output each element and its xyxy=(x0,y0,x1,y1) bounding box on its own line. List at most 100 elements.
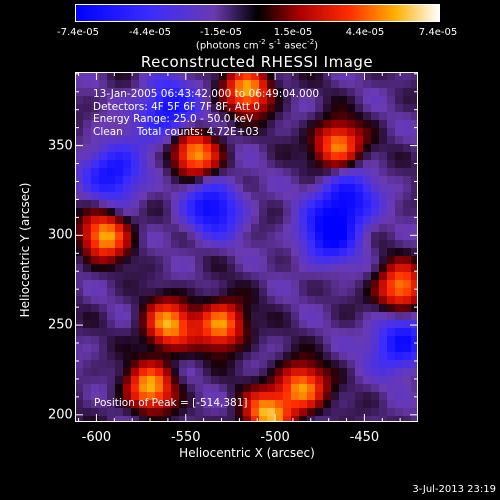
heatmap-cell xyxy=(315,216,324,225)
heatmap-cell xyxy=(155,112,164,121)
heatmap-cell xyxy=(99,392,108,401)
heatmap-cell xyxy=(147,352,156,361)
heatmap-cell xyxy=(179,272,188,281)
heatmap-cell xyxy=(99,72,108,81)
heatmap-cell xyxy=(355,88,364,97)
heatmap-cell xyxy=(331,240,340,249)
heatmap-cell xyxy=(363,232,372,241)
heatmap-cell xyxy=(395,312,404,321)
heatmap-cell xyxy=(267,272,276,281)
heatmap-cell xyxy=(75,384,84,393)
heatmap-cell xyxy=(163,400,172,409)
heatmap-cell xyxy=(139,360,148,369)
heatmap-cell xyxy=(107,160,116,169)
heatmap-cell xyxy=(379,368,388,377)
heatmap-cell xyxy=(91,112,100,121)
heatmap-cell xyxy=(387,136,396,145)
heatmap-cell xyxy=(251,128,260,137)
heatmap-cell xyxy=(99,384,108,393)
heatmap-cell xyxy=(187,240,196,249)
heatmap-cell xyxy=(83,304,92,313)
heatmap-cell xyxy=(291,296,300,305)
heatmap-cell xyxy=(99,416,108,422)
heatmap-cell xyxy=(83,144,92,153)
heatmap-cell xyxy=(347,88,356,97)
heatmap-cell xyxy=(267,168,276,177)
heatmap-cell xyxy=(75,152,84,161)
heatmap-cell xyxy=(291,416,300,422)
heatmap-cell xyxy=(323,288,332,297)
heatmap-cell xyxy=(315,352,324,361)
heatmap-cell xyxy=(371,336,380,345)
heatmap-cell xyxy=(259,112,268,121)
heatmap-cell xyxy=(107,408,116,417)
heatmap-cell xyxy=(315,136,324,145)
heatmap-cell xyxy=(363,248,372,257)
heatmap-cell xyxy=(387,264,396,273)
heatmap-cell xyxy=(243,344,252,353)
heatmap-cell xyxy=(371,272,380,281)
heatmap-cell xyxy=(387,296,396,305)
heatmap-cell xyxy=(275,416,284,422)
heatmap-cell xyxy=(347,320,356,329)
heatmap-cell xyxy=(251,104,260,113)
heatmap-cell xyxy=(387,224,396,233)
heatmap-cell xyxy=(395,136,404,145)
heatmap-cell xyxy=(251,88,260,97)
heatmap-cell xyxy=(203,184,212,193)
heatmap-cell xyxy=(275,256,284,265)
heatmap-cell xyxy=(227,376,236,385)
heatmap-cell xyxy=(219,328,228,337)
heatmap-cell xyxy=(403,368,412,377)
heatmap-cell xyxy=(171,208,180,217)
heatmap-cell xyxy=(171,280,180,289)
heatmap-cell xyxy=(75,408,84,417)
heatmap-cell xyxy=(219,248,228,257)
heatmap-cell xyxy=(363,280,372,289)
heatmap-cell xyxy=(171,264,180,273)
colorbar-tick-label: 4.4e-05 xyxy=(345,27,385,38)
heatmap-cell xyxy=(91,128,100,137)
heatmap-cell xyxy=(147,208,156,217)
heatmap-cell xyxy=(123,312,132,321)
heatmap-cell xyxy=(291,344,300,353)
heatmap-cell xyxy=(155,272,164,281)
heatmap-cell xyxy=(91,96,100,105)
heatmap-cell xyxy=(83,376,92,385)
heatmap-cell xyxy=(363,136,372,145)
heatmap-cell xyxy=(267,192,276,201)
heatmap-cell xyxy=(107,272,116,281)
heatmap-cell xyxy=(155,216,164,225)
heatmap-cell xyxy=(411,360,418,369)
heatmap-cell xyxy=(131,272,140,281)
heatmap-cell xyxy=(139,96,148,105)
heatmap-cell xyxy=(315,144,324,153)
heatmap-cell xyxy=(251,136,260,145)
peak-position-text: Position of Peak = [-514,381] xyxy=(94,397,248,409)
heatmap-cell xyxy=(307,256,316,265)
heatmap-cell xyxy=(139,296,148,305)
heatmap-cell xyxy=(171,144,180,153)
heatmap-cell xyxy=(251,392,260,401)
heatmap-cell xyxy=(387,360,396,369)
heatmap-cell xyxy=(339,144,348,153)
heatmap-cell xyxy=(283,272,292,281)
heatmap-cell xyxy=(203,288,212,297)
heatmap-cell xyxy=(75,256,84,265)
heatmap-cell xyxy=(139,192,148,201)
heatmap-cell xyxy=(203,320,212,329)
heatmap-cell xyxy=(219,344,228,353)
heatmap-cell xyxy=(163,232,172,241)
heatmap-cell xyxy=(387,152,396,161)
heatmap-cell xyxy=(179,192,188,201)
heatmap-cell xyxy=(187,112,196,121)
heatmap-cell xyxy=(91,144,100,153)
heatmap-cell xyxy=(123,352,132,361)
heatmap-cell xyxy=(363,168,372,177)
heatmap-cell xyxy=(235,160,244,169)
heatmap-cell xyxy=(219,288,228,297)
heatmap-cell xyxy=(203,240,212,249)
heatmap-cell xyxy=(147,320,156,329)
heatmap-cell xyxy=(275,328,284,337)
